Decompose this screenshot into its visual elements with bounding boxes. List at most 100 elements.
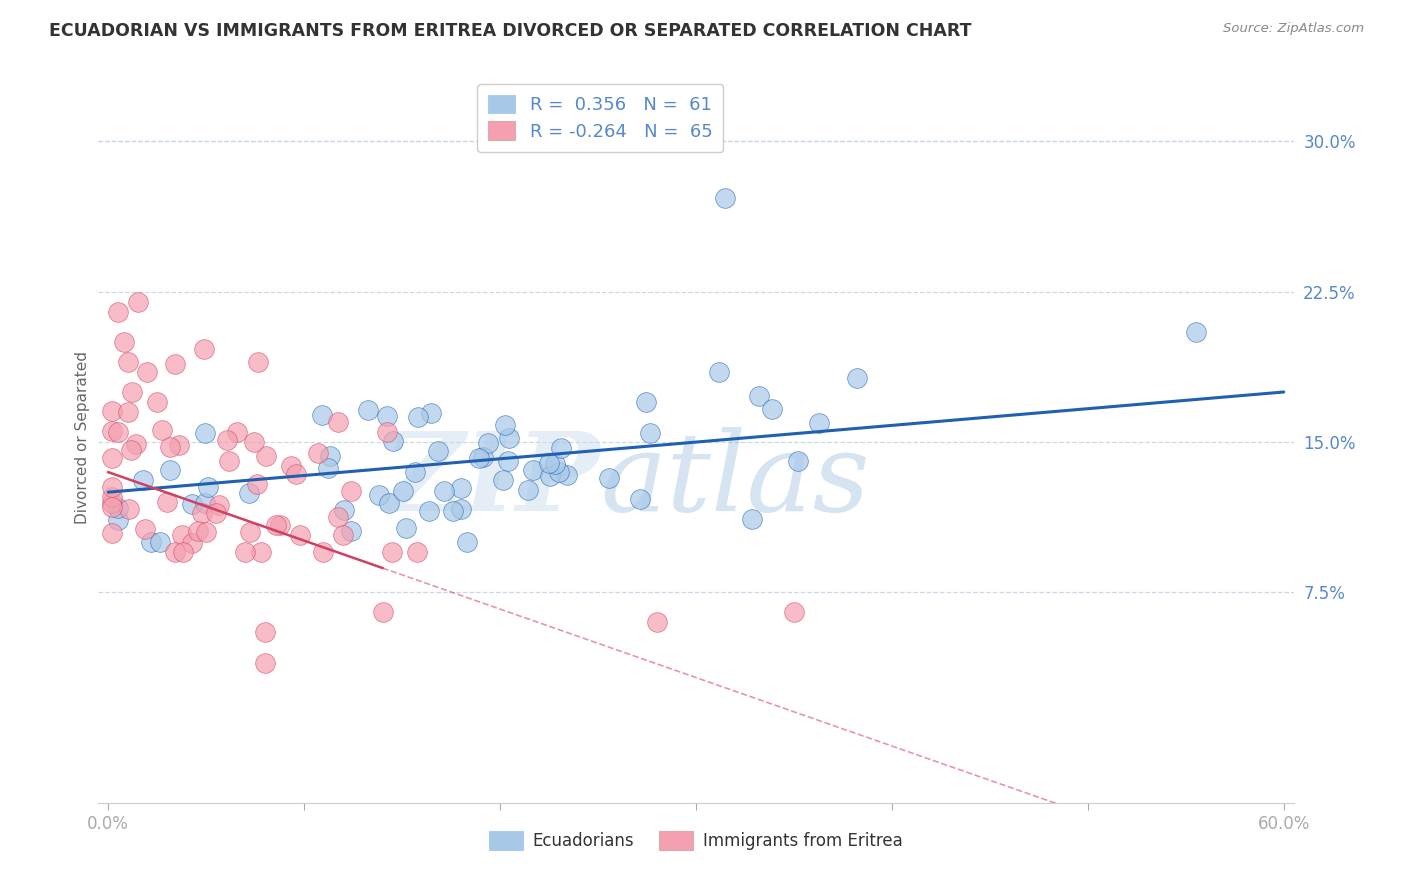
Point bbox=[498, 454, 520, 468]
Point bbox=[146, 395, 169, 409]
Point bbox=[371, 606, 394, 620]
Point bbox=[377, 409, 399, 423]
Point bbox=[598, 471, 620, 485]
Point bbox=[357, 402, 380, 417]
Point bbox=[112, 334, 135, 349]
Point bbox=[311, 408, 333, 422]
Point bbox=[156, 495, 179, 509]
Point bbox=[218, 454, 240, 468]
Point bbox=[492, 473, 515, 487]
Point bbox=[332, 528, 354, 542]
Point bbox=[405, 545, 427, 559]
Point bbox=[547, 465, 569, 479]
Point bbox=[628, 492, 651, 507]
Point bbox=[783, 606, 806, 620]
Point bbox=[208, 498, 231, 512]
Point bbox=[406, 409, 429, 424]
Point bbox=[165, 545, 187, 559]
Y-axis label: Divorced or Separated: Divorced or Separated bbox=[75, 351, 90, 524]
Point bbox=[319, 449, 342, 463]
Point bbox=[101, 424, 124, 438]
Point bbox=[326, 415, 349, 429]
Point bbox=[433, 484, 456, 499]
Point bbox=[761, 401, 783, 416]
Point bbox=[101, 500, 124, 514]
Point bbox=[264, 517, 287, 532]
Point bbox=[120, 443, 142, 458]
Point bbox=[150, 424, 173, 438]
Point bbox=[172, 545, 194, 559]
Point bbox=[307, 446, 329, 460]
Point bbox=[550, 441, 572, 455]
Point bbox=[395, 521, 418, 535]
Point bbox=[312, 545, 335, 559]
Point bbox=[316, 460, 339, 475]
Point bbox=[381, 545, 404, 559]
Point bbox=[194, 425, 217, 440]
Point bbox=[288, 528, 311, 542]
Point bbox=[477, 435, 499, 450]
Point bbox=[340, 484, 363, 499]
Point bbox=[101, 496, 124, 510]
Point bbox=[418, 503, 440, 517]
Point bbox=[456, 535, 478, 549]
Point bbox=[117, 355, 139, 369]
Point bbox=[419, 406, 441, 420]
Point bbox=[471, 450, 494, 464]
Text: atlas: atlas bbox=[600, 427, 870, 534]
Point bbox=[217, 434, 239, 448]
Point bbox=[426, 444, 449, 458]
Point bbox=[194, 525, 217, 540]
Point bbox=[107, 513, 129, 527]
Point bbox=[638, 425, 661, 440]
Point bbox=[118, 502, 141, 516]
Point bbox=[245, 476, 267, 491]
Point bbox=[846, 371, 869, 385]
Point bbox=[1184, 325, 1206, 339]
Point bbox=[247, 355, 270, 369]
Point bbox=[787, 454, 810, 468]
Point bbox=[101, 480, 124, 494]
Point bbox=[494, 417, 516, 432]
Point bbox=[333, 503, 356, 517]
Legend: Ecuadorians, Immigrants from Eritrea: Ecuadorians, Immigrants from Eritrea bbox=[482, 824, 910, 856]
Point bbox=[468, 451, 491, 466]
Point bbox=[517, 483, 540, 497]
Point bbox=[328, 510, 350, 524]
Point bbox=[714, 191, 737, 205]
Point bbox=[107, 425, 129, 439]
Point bbox=[101, 450, 124, 465]
Point bbox=[149, 535, 172, 549]
Point bbox=[141, 535, 163, 549]
Point bbox=[339, 524, 361, 538]
Point bbox=[253, 625, 276, 640]
Text: ZIP: ZIP bbox=[384, 427, 600, 534]
Point bbox=[191, 507, 214, 521]
Point bbox=[134, 522, 156, 536]
Point bbox=[450, 481, 472, 495]
Point bbox=[197, 480, 219, 494]
Point bbox=[127, 294, 149, 309]
Point bbox=[707, 365, 730, 379]
Point bbox=[181, 536, 204, 550]
Point bbox=[367, 488, 389, 502]
Point bbox=[132, 474, 155, 488]
Point bbox=[193, 342, 215, 356]
Point bbox=[555, 468, 578, 483]
Point bbox=[250, 545, 273, 559]
Point bbox=[167, 438, 190, 452]
Point bbox=[538, 456, 561, 470]
Point bbox=[205, 506, 228, 520]
Point bbox=[180, 497, 202, 511]
Point bbox=[136, 365, 159, 379]
Point bbox=[381, 434, 404, 449]
Point bbox=[269, 517, 291, 532]
Point bbox=[239, 525, 262, 540]
Point bbox=[101, 404, 124, 418]
Point bbox=[172, 528, 194, 542]
Text: ECUADORIAN VS IMMIGRANTS FROM ERITREA DIVORCED OR SEPARATED CORRELATION CHART: ECUADORIAN VS IMMIGRANTS FROM ERITREA DI… bbox=[49, 22, 972, 40]
Point bbox=[101, 525, 124, 540]
Point bbox=[741, 512, 763, 526]
Point bbox=[748, 389, 770, 403]
Point bbox=[280, 458, 302, 473]
